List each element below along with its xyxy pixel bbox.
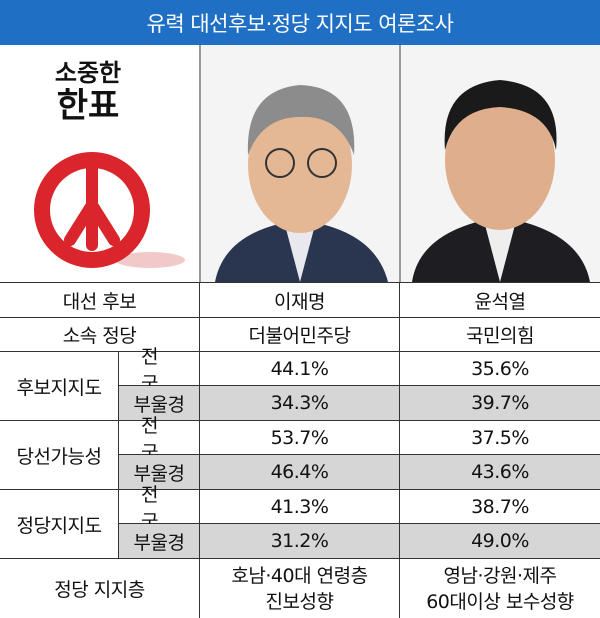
candidate: 이재명 [200,283,400,318]
value-text: 53.7% [270,426,329,449]
value-text: 38.7% [471,495,529,518]
party-text: 더불어민주당 [248,325,351,347]
party: 국민의힘 [400,318,600,352]
row-label-text: 정당 지지층 [54,579,145,601]
value: 46.4% [200,455,400,490]
region: 부울경 [119,524,200,559]
region: 전 국 [119,484,200,533]
support: 영남·강원·제주 60대이상 보수성향 [400,559,600,618]
value: 41.3% [200,490,400,524]
row-label: 소속 정당 [0,318,200,352]
value-text: 49.0% [471,530,529,552]
value: 35.6% [400,352,600,386]
party-text: 국민의힘 [466,325,534,347]
photo-right [401,45,600,282]
value: 43.6% [400,455,600,490]
value-text: 31.2% [270,530,329,552]
logo-line1: 소중한 [55,59,121,87]
title: 유력 대선후보·정당 지지도 여론조사 [146,11,455,36]
support-text: 호남·40대 연령층 [231,564,368,587]
value-text: 39.7% [471,392,529,414]
value-text: 34.3% [270,392,329,414]
region-text: 부울경 [133,462,185,485]
group-label: 후보지지도 [0,352,119,421]
support-text: 진보성향 [265,590,334,613]
candidate-text: 이재명 [274,290,325,313]
row-label-text: 소속 정당 [62,325,137,347]
value-text: 37.5% [471,426,529,449]
value: 44.1% [200,352,400,386]
row-label: 대선 후보 [0,283,200,318]
photo-art: 소중한 한표 [34,45,600,282]
row-label: 정당 지지층 [0,559,200,618]
party: 더불어민주당 [200,318,400,352]
value: 39.7% [400,386,600,421]
value: 34.3% [200,386,400,421]
region: 부울경 [119,455,200,490]
value: 49.0% [400,524,600,559]
row-label-text: 대선 후보 [62,290,137,313]
group-label-text: 후보지지도 [16,376,102,399]
region-text: 부울경 [133,393,185,416]
value-text: 41.3% [270,495,329,518]
value-text: 44.1% [270,357,329,380]
candidate: 윤석열 [400,283,600,318]
region: 부울경 [119,386,200,421]
ballot-stamp [34,152,185,268]
value: 53.7% [200,421,400,455]
group-label: 정당지지도 [0,490,119,559]
value-text: 35.6% [471,357,529,380]
group-label: 당선가능성 [0,421,119,490]
title-bar: 유력 대선후보·정당 지지도 여론조사 [0,0,600,45]
support-text: 영남·강원·제주 [443,564,557,587]
value: 37.5% [400,421,600,455]
value-text: 46.4% [270,461,329,483]
group-label-text: 당선가능성 [16,445,102,468]
value: 31.2% [200,524,400,559]
value: 38.7% [400,490,600,524]
support-text: 60대이상 보수성향 [426,590,574,613]
photo-row: 소중한 한표 [0,45,600,283]
group-label-text: 정당지지도 [16,514,102,537]
candidate-text: 윤석열 [474,290,526,313]
region: 전 국 [119,415,200,464]
logo-line2: 한표 [57,86,120,126]
region: 전 국 [119,346,200,395]
photo-left [201,45,399,282]
region-text: 부울경 [133,531,185,554]
value-text: 43.6% [471,461,529,483]
